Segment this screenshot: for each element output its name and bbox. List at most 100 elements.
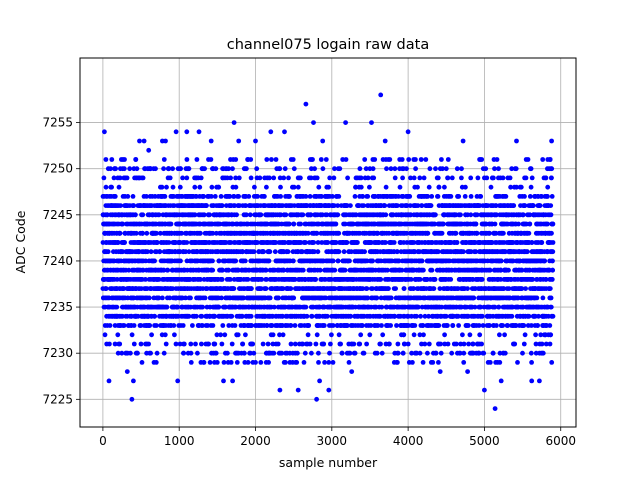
data-point — [442, 185, 447, 190]
data-point — [456, 194, 461, 199]
data-point — [258, 176, 263, 181]
data-point — [261, 249, 266, 254]
data-point — [420, 259, 425, 264]
data-point — [291, 157, 296, 162]
data-point — [169, 222, 174, 227]
data-point — [345, 176, 350, 181]
data-point — [102, 176, 107, 181]
data-point — [331, 259, 336, 264]
data-point — [480, 314, 485, 319]
data-point — [122, 240, 127, 245]
data-point — [268, 296, 273, 301]
data-point — [456, 323, 461, 328]
data-point — [345, 240, 350, 245]
data-point — [140, 231, 145, 236]
data-point — [133, 212, 138, 217]
data-point — [171, 323, 176, 328]
data-point — [359, 185, 364, 190]
data-point — [421, 268, 426, 273]
data-point — [246, 194, 251, 199]
data-point — [152, 259, 157, 264]
data-point — [393, 166, 398, 171]
data-point — [364, 342, 369, 347]
data-point — [360, 194, 365, 199]
data-point — [234, 212, 239, 217]
data-point — [254, 166, 259, 171]
data-point — [104, 286, 109, 291]
data-point — [163, 332, 168, 337]
data-point — [425, 351, 430, 356]
data-point — [393, 286, 398, 291]
data-point — [462, 342, 467, 347]
data-point — [418, 314, 423, 319]
data-point — [313, 277, 318, 282]
data-point — [337, 332, 342, 337]
data-point — [465, 286, 470, 291]
data-point — [200, 305, 205, 310]
data-point — [331, 323, 336, 328]
data-point — [194, 314, 199, 319]
data-point — [281, 176, 286, 181]
data-point — [160, 296, 165, 301]
data-point — [382, 203, 387, 208]
data-point — [421, 332, 426, 337]
data-point — [428, 166, 433, 171]
data-point — [409, 277, 414, 282]
data-point — [131, 203, 136, 208]
data-point — [185, 157, 190, 162]
data-point — [310, 314, 315, 319]
data-point — [131, 194, 136, 199]
data-point — [332, 176, 337, 181]
data-point — [414, 314, 419, 319]
data-point — [305, 314, 310, 319]
data-point — [233, 323, 238, 328]
data-point — [301, 268, 306, 273]
data-point — [234, 185, 239, 190]
data-point — [188, 296, 193, 301]
data-point — [291, 259, 296, 264]
data-point — [426, 231, 431, 236]
data-point — [362, 351, 367, 356]
data-point — [220, 277, 225, 282]
data-point — [327, 351, 332, 356]
data-point — [187, 166, 192, 171]
data-point — [289, 342, 294, 347]
data-point — [310, 157, 315, 162]
data-point — [189, 351, 194, 356]
data-point — [476, 176, 481, 181]
data-point — [132, 323, 137, 328]
data-point — [292, 185, 297, 190]
data-point — [154, 323, 159, 328]
data-point — [311, 240, 316, 245]
data-point — [271, 176, 276, 181]
data-point — [222, 332, 227, 337]
data-point — [250, 342, 255, 347]
data-point — [153, 166, 158, 171]
data-point — [259, 212, 264, 217]
data-point — [455, 240, 460, 245]
data-point — [113, 194, 118, 199]
data-point — [237, 176, 242, 181]
data-point — [252, 185, 257, 190]
data-point — [365, 286, 370, 291]
data-point — [394, 323, 399, 328]
data-point — [180, 176, 185, 181]
data-point — [117, 185, 122, 190]
data-point — [158, 249, 163, 254]
data-point — [422, 176, 427, 181]
data-point — [248, 157, 253, 162]
data-point — [291, 222, 296, 227]
data-point — [246, 277, 251, 282]
data-point — [370, 259, 375, 264]
data-point — [342, 249, 347, 254]
data-point — [181, 323, 186, 328]
data-point — [479, 157, 484, 162]
data-point — [255, 194, 260, 199]
data-point — [249, 286, 254, 291]
data-point — [343, 268, 348, 273]
data-point — [302, 360, 307, 365]
data-point — [336, 231, 341, 236]
data-point — [172, 332, 177, 337]
data-point — [272, 351, 277, 356]
data-point — [404, 166, 409, 171]
